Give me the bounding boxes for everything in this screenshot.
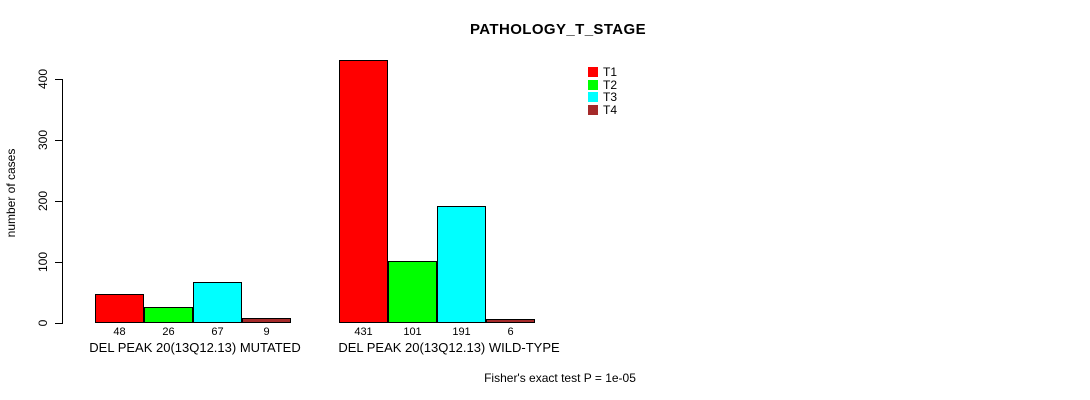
bar-t2-group2 [388,261,437,323]
legend: T1 T2 T3 T4 [588,66,617,116]
y-axis-label: number of cases [4,148,18,238]
bar-t1-group2 [339,60,388,323]
bar-value-label: 9 [263,326,270,338]
legend-label: T2 [603,77,618,92]
legend-row: T2 [588,79,617,92]
bar-value-label: 6 [507,326,514,338]
legend-swatch-t2 [588,79,598,90]
group-label: DEL PEAK 20(13Q12.13) WILD-TYPE [338,340,560,355]
y-tick-label: 0 [36,319,50,327]
chart-title: PATHOLOGY_T_STAGE [470,21,646,38]
legend-label: T1 [603,65,618,80]
bar-value-label: 26 [162,326,175,338]
y-tick-label: 400 [36,68,50,90]
y-tick [55,79,62,80]
bar-value-label: 431 [354,326,373,338]
bar-t4-group1 [242,318,291,323]
legend-label: T4 [603,102,618,117]
bar-value-label: 101 [403,326,422,338]
y-tick-label: 100 [36,251,50,273]
y-tick [55,262,62,263]
bar-t4-group2 [486,319,535,323]
y-tick [55,201,62,202]
y-tick-label: 200 [36,190,50,212]
fisher-test-annotation: Fisher's exact test P = 1e-05 [484,371,636,385]
y-axis-line [62,79,63,324]
bar-t3-group2 [437,206,486,323]
bar-t3-group1 [193,282,242,323]
y-tick [55,140,62,141]
legend-row: T1 [588,66,617,79]
bar-t1-group1 [95,294,144,323]
bar-value-label: 67 [211,326,224,338]
bar-t2-group1 [144,307,193,323]
legend-label: T3 [603,90,618,105]
y-tick [55,323,62,324]
group-label: DEL PEAK 20(13Q12.13) MUTATED [89,340,301,355]
legend-row: T3 [588,91,617,104]
bar-value-label: 48 [113,326,126,338]
y-tick-label: 300 [36,129,50,151]
legend-swatch-t1 [588,67,598,78]
legend-swatch-t3 [588,92,598,103]
legend-swatch-t4 [588,104,598,115]
bar-value-label: 191 [452,326,471,338]
legend-row: T4 [588,104,617,117]
